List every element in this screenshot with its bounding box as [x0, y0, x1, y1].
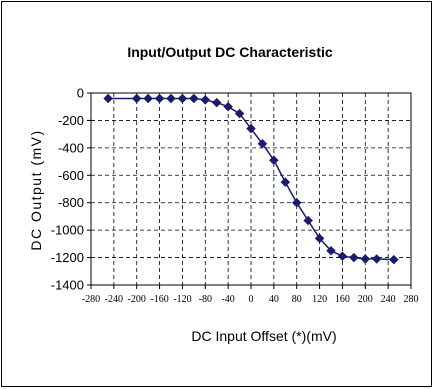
x-tick-label: 80 — [292, 294, 302, 305]
x-tick-label: -200 — [128, 294, 146, 305]
series-markers — [103, 93, 399, 265]
data-point-marker — [211, 97, 222, 108]
data-point-marker — [269, 155, 279, 166]
chart-title: Input/Output DC Characteristic — [127, 44, 333, 60]
data-point-marker — [154, 93, 165, 104]
x-tick-label: -240 — [105, 294, 123, 305]
x-tick-label: -120 — [173, 294, 191, 305]
x-axis-label: DC Input Offset (*)(mV) — [191, 328, 336, 344]
y-axis-ticks: 0 -200 -400 -600 -800 -1000 -1200 -1400 — [51, 86, 91, 293]
data-point-marker — [303, 215, 313, 226]
x-tick-label: 40 — [269, 294, 279, 305]
grid — [91, 93, 411, 285]
x-tick-label: 160 — [335, 294, 350, 305]
data-point-marker — [257, 138, 268, 149]
data-point-marker — [103, 93, 113, 104]
x-tick-label: -40 — [221, 294, 234, 305]
x-tick-label: 280 — [404, 294, 419, 305]
x-axis-ticks: -280 -240 -200 -160 -120 -80 -40 0 40 80 120 160 200… — [82, 285, 419, 305]
x-tick-label: -160 — [150, 294, 168, 305]
x-tick-label: 120 — [312, 294, 327, 305]
data-point-marker — [234, 108, 245, 119]
x-tick-label: -80 — [199, 294, 212, 305]
data-point-marker — [314, 233, 325, 244]
y-tick-label: -400 — [58, 140, 84, 155]
data-point-marker — [223, 101, 233, 112]
x-tick-label: 0 — [249, 294, 254, 305]
data-point-marker — [131, 93, 142, 104]
y-axis-label: DC Output (mV) — [28, 129, 44, 250]
data-point-marker — [246, 123, 256, 134]
x-tick-label: 240 — [381, 294, 396, 305]
y-tick-label: -1200 — [51, 250, 84, 265]
data-point-marker — [389, 254, 399, 265]
data-point-marker — [291, 197, 302, 208]
data-point-marker — [337, 251, 348, 262]
data-point-marker — [200, 95, 211, 105]
y-tick-label: 0 — [77, 86, 84, 101]
x-tick-label: 200 — [358, 294, 373, 305]
data-point-marker — [360, 254, 371, 264]
data-point-marker — [349, 252, 359, 263]
data-point-marker — [143, 93, 153, 104]
x-tick-label: -280 — [82, 294, 100, 305]
data-point-marker — [326, 245, 336, 256]
y-tick-label: -800 — [58, 195, 84, 210]
data-point-marker — [280, 177, 291, 187]
data-point-marker — [371, 254, 382, 264]
y-tick-label: -200 — [58, 113, 84, 128]
y-tick-label: -600 — [58, 168, 84, 183]
y-tick-label: -1000 — [51, 223, 84, 238]
y-tick-label: -1400 — [51, 278, 84, 293]
data-point-marker — [177, 93, 188, 104]
data-point-marker — [189, 93, 199, 104]
data-point-marker — [166, 93, 176, 104]
